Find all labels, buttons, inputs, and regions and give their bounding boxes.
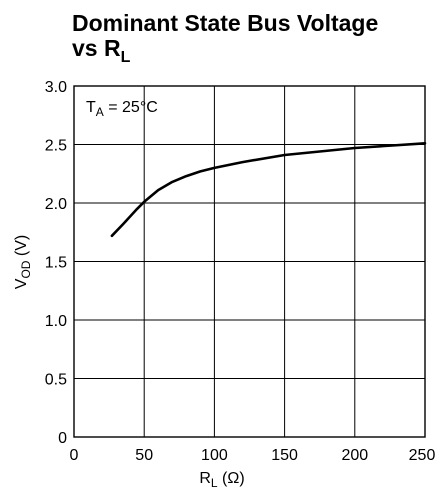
x-tick-label: 250 [409, 447, 436, 464]
chart-title-line2: vs RL [72, 35, 131, 66]
grid-lines [74, 86, 425, 437]
y-tick-label: 0 [58, 430, 67, 447]
x-tick-label: 0 [70, 447, 79, 464]
x-tick-label: 200 [341, 447, 368, 464]
y-tick-label: 3.0 [45, 79, 67, 96]
y-axis-label: VOD (V) [13, 235, 33, 289]
y-tick-label: 1.5 [45, 255, 67, 272]
x-tick-label: 100 [201, 447, 228, 464]
series-line [110, 142, 427, 238]
y-tick-label: 0.5 [45, 372, 67, 389]
x-tick-label: 50 [135, 447, 153, 464]
x-tick-labels: 0 50 100 150 200 250 [70, 447, 436, 464]
y-tick-label: 2.0 [45, 196, 67, 213]
y-tick-labels: 0 0.5 1.0 1.5 2.0 2.5 3.0 [45, 79, 67, 447]
plot-frame [73, 85, 426, 438]
x-tick-label: 150 [271, 447, 298, 464]
y-tick-label: 2.5 [45, 138, 67, 155]
x-axis-label: RL (Ω) [199, 470, 244, 490]
chart-title-line1: Dominant State Bus Voltage [72, 10, 378, 36]
y-tick-label: 1.0 [45, 313, 67, 330]
temperature-annotation: TA = 25°C [86, 99, 158, 119]
